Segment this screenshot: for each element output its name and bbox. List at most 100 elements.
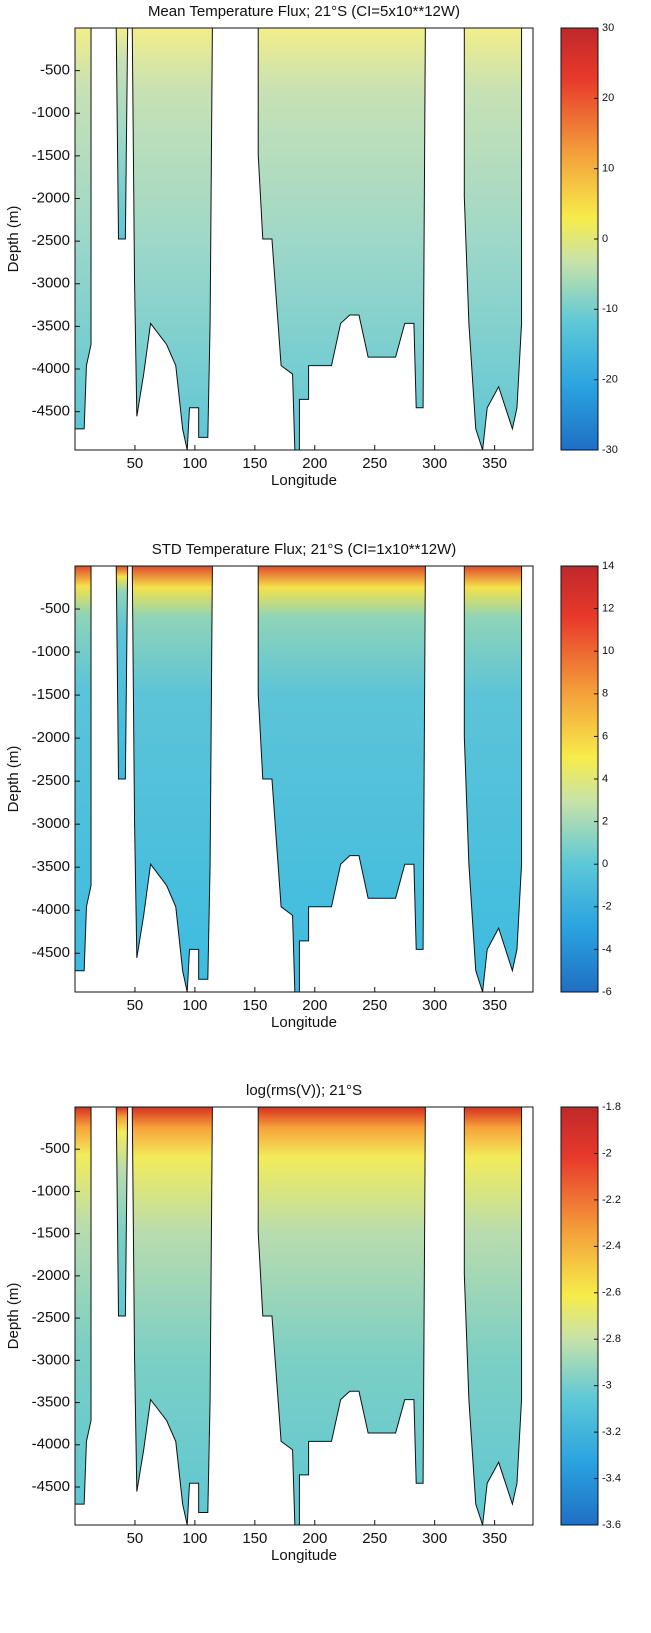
colorbar-tick-label: -2 bbox=[602, 1147, 612, 1159]
x-tick-label: 250 bbox=[362, 1530, 387, 1547]
x-axis-label: Longitude bbox=[271, 1547, 337, 1564]
y-tick-label: -4000 bbox=[32, 1436, 70, 1453]
y-tick-label: -2000 bbox=[32, 189, 70, 206]
x-tick-label: 50 bbox=[127, 1530, 144, 1547]
y-tick-label: -3500 bbox=[32, 317, 70, 334]
colorbar-tick-label: -2.2 bbox=[602, 1194, 621, 1206]
x-tick-label: 350 bbox=[482, 455, 507, 472]
ocean-field bbox=[131, 27, 213, 451]
y-tick-label: -1500 bbox=[32, 686, 70, 703]
x-tick-label: 150 bbox=[242, 997, 267, 1014]
colorbar-tick-label: 0 bbox=[602, 233, 608, 245]
plot-frame bbox=[74, 27, 534, 451]
colorbar-tick-label: -2.6 bbox=[602, 1287, 621, 1299]
x-axis-label: Longitude bbox=[271, 472, 337, 489]
ocean-field bbox=[257, 1106, 426, 1526]
ocean-field bbox=[463, 27, 523, 451]
x-tick-label: 200 bbox=[302, 997, 327, 1014]
x-tick-label: 250 bbox=[362, 455, 387, 472]
y-tick-label: -2500 bbox=[32, 1309, 70, 1326]
y-tick-label: -2000 bbox=[32, 1267, 70, 1284]
x-tick-label: 100 bbox=[182, 455, 207, 472]
colorbar-tick-label: -3.2 bbox=[602, 1426, 621, 1438]
colorbar bbox=[560, 27, 599, 451]
x-tick-label: 300 bbox=[422, 997, 447, 1014]
colorbar-tick-label: -30 bbox=[602, 444, 618, 456]
colorbar-tick-label: -2.4 bbox=[602, 1240, 621, 1252]
y-tick-label: -4500 bbox=[32, 1478, 70, 1495]
colorbar-tick-label: 0 bbox=[602, 858, 608, 870]
chart-title: log(rms(V)); 21°S bbox=[246, 1082, 362, 1099]
y-tick-label: -4000 bbox=[32, 360, 70, 377]
colorbar-tick-label: 6 bbox=[602, 730, 608, 742]
ocean-field bbox=[115, 1106, 129, 1317]
ocean-field bbox=[131, 1106, 213, 1526]
x-tick-label: 300 bbox=[422, 455, 447, 472]
y-tick-label: -2500 bbox=[32, 232, 70, 249]
colorbar-tick-label: -1.8 bbox=[602, 1101, 621, 1113]
ocean-field bbox=[115, 565, 129, 780]
colorbar-tick-label: 20 bbox=[602, 92, 614, 104]
x-tick-label: 350 bbox=[482, 997, 507, 1014]
colorbar-tick-label: 10 bbox=[602, 163, 614, 175]
colorbar-tick-label: 8 bbox=[602, 688, 608, 700]
colorbar-tick-label: -20 bbox=[602, 374, 618, 386]
y-tick-label: -3500 bbox=[32, 1394, 70, 1411]
chart-title: Mean Temperature Flux; 21°S (CI=5x10**12… bbox=[148, 3, 460, 20]
colorbar-tick-label: -3.4 bbox=[602, 1472, 621, 1484]
y-tick-label: -500 bbox=[40, 62, 70, 79]
y-axis-label: Depth (m) bbox=[5, 746, 22, 813]
colorbar-tick-label: -2.8 bbox=[602, 1333, 621, 1345]
y-tick-label: -500 bbox=[40, 600, 70, 617]
ocean-field bbox=[463, 1106, 523, 1526]
plot-frame bbox=[74, 1106, 534, 1526]
ocean-field bbox=[115, 27, 129, 240]
colorbar-tick-label: -2 bbox=[602, 901, 612, 913]
colorbar-tick-label: -3.6 bbox=[602, 1519, 621, 1531]
y-tick-label: -3000 bbox=[32, 275, 70, 292]
x-tick-label: 150 bbox=[242, 1530, 267, 1547]
plot-frame bbox=[74, 565, 534, 993]
colorbar bbox=[560, 565, 599, 993]
y-tick-label: -3000 bbox=[32, 1351, 70, 1368]
y-tick-label: -4500 bbox=[32, 944, 70, 961]
x-tick-label: 150 bbox=[242, 455, 267, 472]
y-tick-label: -500 bbox=[40, 1140, 70, 1157]
colorbar-tick-label: 30 bbox=[602, 22, 614, 34]
y-tick-label: -4500 bbox=[32, 403, 70, 420]
colorbar-tick-label: 4 bbox=[602, 773, 608, 785]
y-tick-label: -1000 bbox=[32, 643, 70, 660]
x-tick-label: 250 bbox=[362, 997, 387, 1014]
x-tick-label: 100 bbox=[182, 1530, 207, 1547]
y-tick-label: -2000 bbox=[32, 729, 70, 746]
y-axis-label: Depth (m) bbox=[5, 206, 22, 273]
x-tick-label: 300 bbox=[422, 1530, 447, 1547]
colorbar-tick-label: -3 bbox=[602, 1380, 612, 1392]
colorbar-tick-label: 2 bbox=[602, 816, 608, 828]
y-tick-label: -3500 bbox=[32, 858, 70, 875]
ocean-field bbox=[257, 27, 426, 451]
colorbar-tick-label: 10 bbox=[602, 645, 614, 657]
x-tick-label: 50 bbox=[127, 455, 144, 472]
y-axis-label: Depth (m) bbox=[5, 1283, 22, 1350]
colorbar bbox=[560, 1106, 599, 1526]
colorbar-tick-label: 12 bbox=[602, 603, 614, 615]
ocean-field bbox=[131, 565, 213, 993]
x-tick-label: 200 bbox=[302, 1530, 327, 1547]
ocean-field bbox=[257, 565, 426, 993]
colorbar-tick-label: 14 bbox=[602, 560, 614, 572]
y-tick-label: -4000 bbox=[32, 901, 70, 918]
colorbar-tick-label: -10 bbox=[602, 303, 618, 315]
y-tick-label: -2500 bbox=[32, 772, 70, 789]
ocean-field bbox=[463, 565, 523, 993]
y-tick-label: -1500 bbox=[32, 1225, 70, 1242]
x-tick-label: 100 bbox=[182, 997, 207, 1014]
x-tick-label: 50 bbox=[127, 997, 144, 1014]
x-tick-label: 350 bbox=[482, 1530, 507, 1547]
y-tick-label: -1500 bbox=[32, 147, 70, 164]
y-tick-label: -1000 bbox=[32, 1182, 70, 1199]
y-tick-label: -3000 bbox=[32, 815, 70, 832]
y-tick-label: -1000 bbox=[32, 104, 70, 121]
x-tick-label: 200 bbox=[302, 455, 327, 472]
